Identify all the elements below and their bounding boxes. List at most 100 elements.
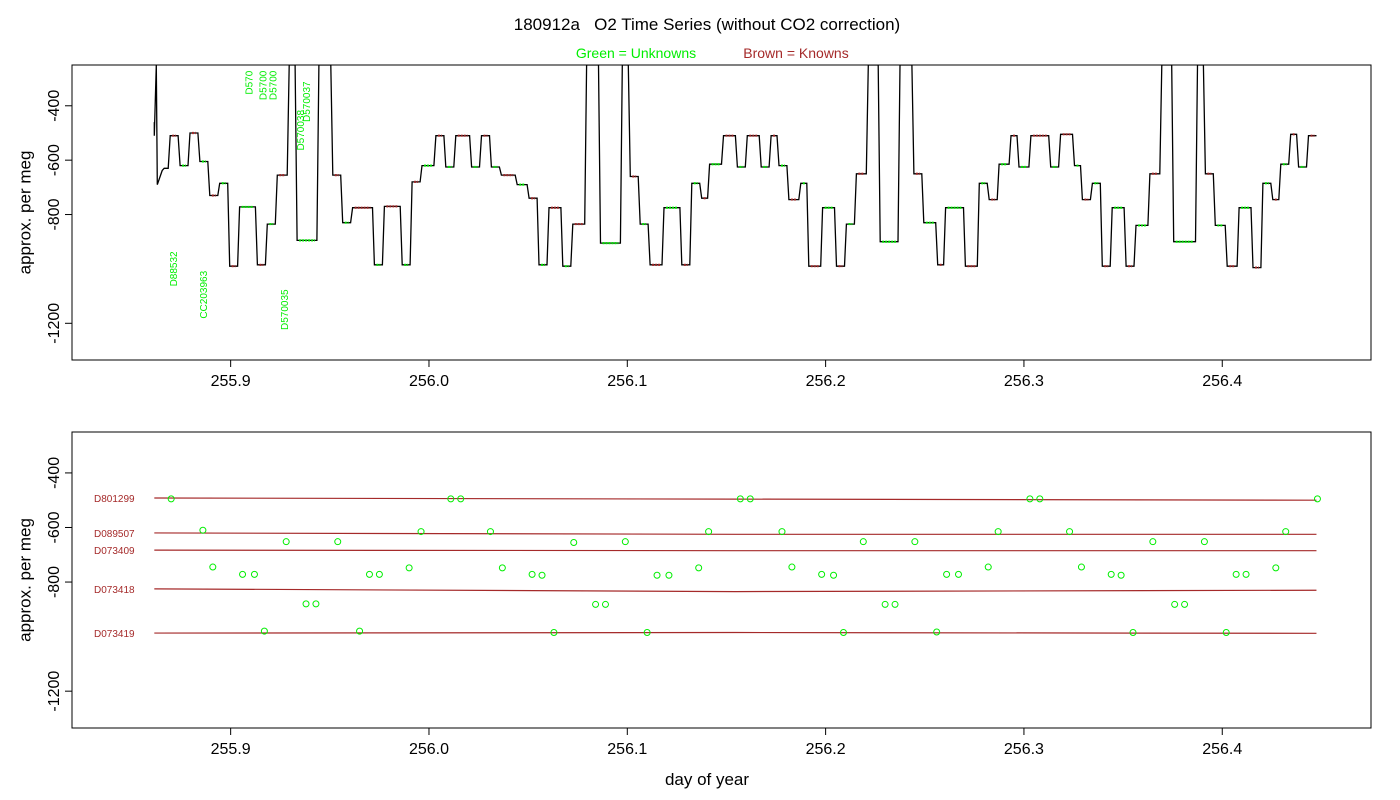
unknown-point <box>746 495 754 503</box>
x-tick-label: 256.2 <box>806 373 846 390</box>
unknown-point <box>282 538 290 546</box>
unknown-point <box>1181 600 1189 608</box>
known-label: D089507 <box>94 529 135 540</box>
unknown-point <box>538 571 546 579</box>
figure-title: 180912a O2 Time Series (without CO2 corr… <box>514 15 900 34</box>
unknown-point <box>570 538 578 546</box>
unknown-point <box>818 570 826 578</box>
unknown-point <box>209 563 217 571</box>
unknown-point <box>250 570 258 578</box>
unknown-point <box>498 564 506 572</box>
unknown-point <box>881 600 889 608</box>
known-label: D073419 <box>94 629 135 640</box>
sample-annotation: D88532 <box>169 251 180 286</box>
unknown-point <box>486 528 494 536</box>
y-tick-label: -800 <box>46 198 63 230</box>
x-tick-label: 256.3 <box>1004 373 1044 390</box>
known-line <box>154 631 1317 634</box>
unknown-point <box>1129 629 1137 637</box>
unknown-point <box>260 627 268 635</box>
unknown-point <box>1242 570 1250 578</box>
legend-knowns: Brown = Knowns <box>743 45 848 61</box>
plot-frame <box>71 64 1372 361</box>
unknown-point <box>167 495 175 503</box>
unknown-point <box>1272 564 1280 572</box>
unknown-point <box>653 571 661 579</box>
unknown-point <box>911 538 919 546</box>
unknown-point <box>621 538 629 546</box>
known-line <box>154 549 1317 552</box>
unknown-point <box>1171 600 1179 608</box>
unknown-point <box>1066 528 1074 536</box>
unknown-point <box>1232 570 1240 578</box>
sample-annotation: D570038 <box>296 110 307 151</box>
unknown-point <box>778 528 786 536</box>
y-tick-label: -800 <box>46 566 63 598</box>
unknown-point <box>933 628 941 636</box>
sample-annotation: D570 <box>244 70 255 94</box>
x-tick-label: 256.3 <box>1004 741 1044 758</box>
unknown-point <box>312 600 320 608</box>
y-axis-label: approx. per meg <box>15 151 34 275</box>
sample-annotation: CC203963 <box>199 270 210 318</box>
unknown-point <box>1200 538 1208 546</box>
unknown-point <box>601 600 609 608</box>
unknown-point <box>302 600 310 608</box>
x-tick-label: 255.9 <box>211 373 251 390</box>
unknown-point <box>447 495 455 503</box>
x-tick-label: 255.9 <box>211 741 251 758</box>
unknown-point <box>1282 528 1290 536</box>
top-panel: 255.9 256.0 256.1 256.2 256.3 256.4 -400 -600 -8… <box>15 64 1372 390</box>
x-tick-label: 256.1 <box>607 741 647 758</box>
unknown-point <box>984 563 992 571</box>
unknown-point <box>199 526 207 534</box>
y-tick-label: -600 <box>46 511 63 543</box>
unknown-point <box>891 600 899 608</box>
unknown-point <box>405 564 413 572</box>
unknown-point <box>1313 495 1321 503</box>
y-tick-label: -600 <box>46 144 63 176</box>
unknown-point <box>375 570 383 578</box>
o2-trace-line <box>153 65 1317 269</box>
x-axis-label: day of year <box>665 770 749 789</box>
unknown-point <box>736 495 744 503</box>
unknown-point <box>550 629 558 637</box>
unknown-point <box>528 570 536 578</box>
unknown-point <box>334 538 342 546</box>
known-line <box>154 532 1317 535</box>
unknown-point <box>665 571 673 579</box>
unknown-point <box>1222 629 1230 637</box>
sample-annotation: D570037 <box>302 81 313 122</box>
unknown-point <box>695 564 703 572</box>
unknown-point <box>457 495 465 503</box>
unknown-point <box>954 570 962 578</box>
sample-annotation: D5700 <box>258 70 269 100</box>
known-line <box>154 588 1317 593</box>
known-label: D073418 <box>94 585 135 596</box>
unknown-point <box>859 538 867 546</box>
unknown-point <box>365 570 373 578</box>
y-tick-label: -400 <box>46 90 63 122</box>
unknown-point <box>788 563 796 571</box>
y-axis-label: approx. per meg <box>15 518 34 642</box>
sample-annotation: D5700 <box>268 70 279 100</box>
known-label: D073409 <box>94 546 135 557</box>
x-tick-label: 256.0 <box>409 741 449 758</box>
legend-unknowns: Green = Unknowns <box>576 45 696 61</box>
unknown-point <box>705 528 713 536</box>
unknown-point <box>356 627 364 635</box>
unknown-point <box>1026 495 1034 503</box>
known-label: D801299 <box>94 494 135 505</box>
unknown-point <box>1036 495 1044 503</box>
unknown-point <box>239 570 247 578</box>
unknown-point <box>1107 570 1115 578</box>
x-tick-label: 256.4 <box>1202 373 1242 390</box>
x-tick-label: 256.2 <box>806 741 846 758</box>
plot-frame <box>71 431 1372 729</box>
x-tick-label: 256.1 <box>607 373 647 390</box>
unknown-point <box>417 528 425 536</box>
sample-annotation: D570035 <box>280 289 291 330</box>
unknown-point <box>1117 571 1125 579</box>
